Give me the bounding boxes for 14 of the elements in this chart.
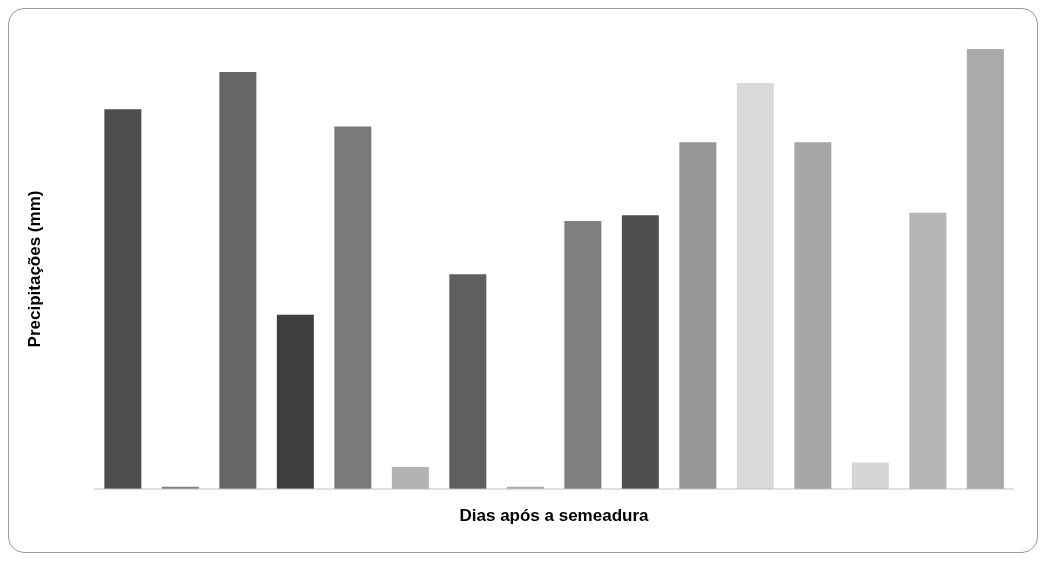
bar [679, 142, 717, 489]
bar [851, 462, 889, 489]
bar [104, 109, 142, 489]
bar [966, 49, 1004, 489]
x-axis-title: Dias após a semeadura [459, 506, 650, 525]
bar [276, 314, 314, 489]
bar [621, 215, 659, 489]
bar [736, 82, 774, 489]
bar [564, 221, 602, 489]
bar [794, 142, 832, 489]
bar [219, 71, 257, 489]
bar [334, 126, 372, 489]
bar [449, 274, 487, 489]
y-axis-title: Precipitações (mm) [25, 190, 45, 348]
